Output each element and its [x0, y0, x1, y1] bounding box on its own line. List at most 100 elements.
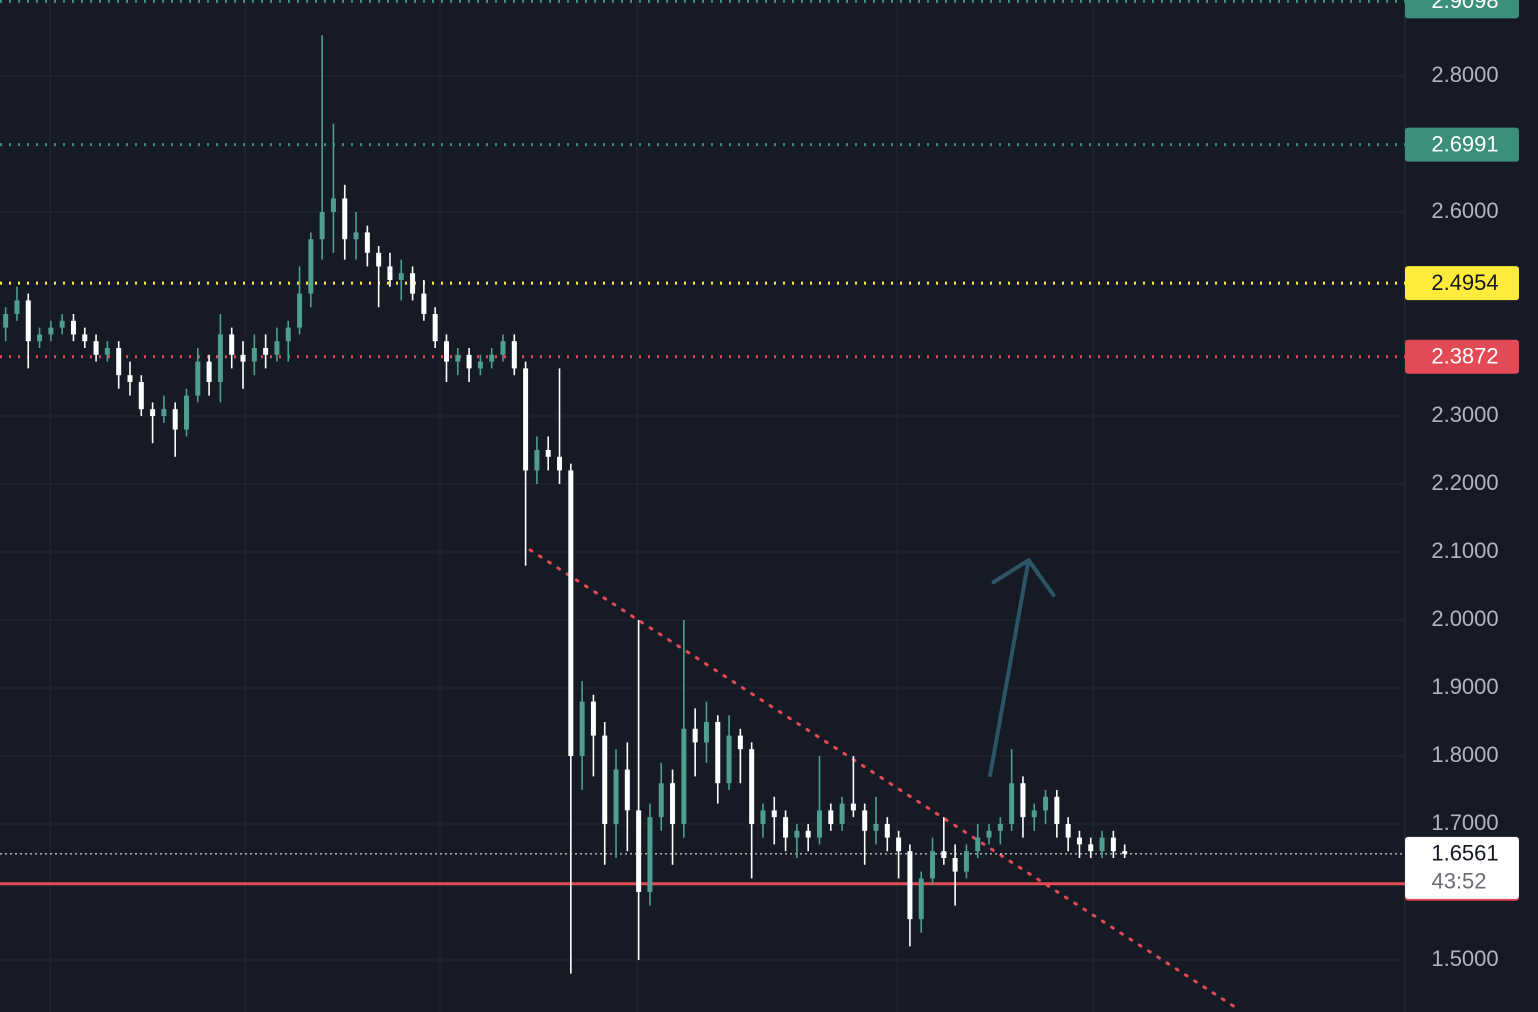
candle-body — [387, 266, 393, 281]
y-tick-label: 1.7000 — [1431, 810, 1498, 835]
candle-body — [737, 735, 743, 750]
candle-body — [1076, 837, 1082, 845]
candle-body — [647, 817, 653, 892]
candle-body — [364, 232, 370, 253]
candle-body — [918, 878, 924, 920]
candle-body — [297, 293, 303, 328]
candle-body — [466, 354, 472, 369]
y-tick-label: 1.8000 — [1431, 742, 1498, 767]
candle-body — [839, 803, 845, 824]
candle-body — [1031, 810, 1037, 818]
candle-body — [376, 252, 382, 267]
candle-body — [873, 823, 879, 831]
candle-body — [48, 327, 54, 335]
candle-body — [342, 198, 348, 240]
candle-body — [240, 354, 246, 362]
candle-body — [670, 783, 676, 824]
trendline — [528, 548, 1242, 1012]
candle-body — [432, 314, 438, 342]
candle-body — [681, 728, 687, 824]
candle-body — [1122, 851, 1128, 854]
level-label-bg — [1405, 339, 1519, 374]
candle-body — [1065, 823, 1071, 838]
candle-body — [1099, 837, 1105, 852]
candle-body — [229, 334, 235, 355]
candle-body — [195, 361, 201, 396]
candle-body — [850, 803, 856, 811]
candle-body — [455, 354, 461, 362]
candle-body — [715, 721, 721, 784]
candle-body — [1054, 796, 1060, 824]
candle-body — [161, 409, 167, 417]
level-label-bg — [1405, 127, 1519, 162]
candle-body — [816, 810, 822, 838]
candle-body — [986, 830, 992, 838]
candle-body — [353, 232, 359, 240]
candle-body — [184, 395, 190, 430]
candle-body — [636, 810, 642, 892]
candle-body — [963, 851, 969, 872]
candle-body — [172, 409, 178, 430]
candle-body — [726, 735, 732, 784]
candle-body — [590, 701, 596, 736]
level-label: 2.9098 — [1431, 0, 1498, 13]
level-label: 2.4954 — [1431, 270, 1498, 295]
candle-body — [783, 817, 789, 838]
candle-body — [624, 769, 630, 811]
candle-body — [568, 470, 574, 756]
y-tick-label: 1.5000 — [1431, 946, 1498, 971]
candle-body — [534, 450, 540, 471]
y-tick-label: 2.2000 — [1431, 470, 1498, 495]
candle-body — [421, 293, 427, 315]
candle-body — [251, 348, 257, 362]
candle-body — [285, 327, 291, 342]
candle-body — [771, 810, 777, 818]
candle-body — [93, 341, 99, 355]
level-label: 2.6991 — [1431, 131, 1498, 156]
candle-body — [116, 348, 122, 376]
candle-body — [70, 320, 76, 335]
candle-body — [59, 320, 65, 328]
candle-body — [150, 409, 156, 417]
time-grid — [49, 0, 1094, 1012]
candle-body — [1110, 837, 1116, 852]
candle-body — [794, 830, 800, 838]
y-tick-label: 2.6000 — [1431, 198, 1498, 223]
candle-body — [760, 810, 766, 824]
candle-body — [82, 334, 88, 342]
candle-body — [443, 341, 449, 362]
candle-body — [862, 810, 868, 831]
countdown-label: 43:52 — [1431, 869, 1486, 894]
candle-body — [828, 810, 834, 824]
arrow-head — [991, 558, 1056, 598]
candle-body — [104, 348, 110, 355]
candle-body — [975, 837, 981, 852]
candle-body — [896, 837, 902, 852]
y-tick-label: 2.8000 — [1431, 62, 1498, 87]
candle-body — [884, 823, 890, 838]
candle-body — [749, 749, 755, 824]
candle-body — [398, 273, 404, 281]
candle-body — [127, 375, 133, 383]
candle-body — [319, 212, 325, 240]
candle-body — [217, 334, 223, 383]
level-label-bg — [1405, 266, 1519, 301]
candle-body — [602, 735, 608, 824]
candle-body — [1043, 796, 1049, 811]
candle-body — [511, 341, 517, 369]
candle-body — [330, 198, 336, 213]
candle-body — [308, 239, 314, 294]
candle-body — [37, 334, 43, 342]
level-label-bg — [1405, 0, 1519, 19]
candle-body — [274, 341, 280, 355]
y-tick-label: 2.0000 — [1431, 606, 1498, 631]
candle-body — [941, 851, 947, 858]
candle-body — [489, 354, 495, 362]
candle-body — [1009, 783, 1015, 824]
level-label: 2.3872 — [1431, 344, 1498, 369]
candle-body — [138, 382, 144, 410]
candle-body — [930, 851, 936, 879]
